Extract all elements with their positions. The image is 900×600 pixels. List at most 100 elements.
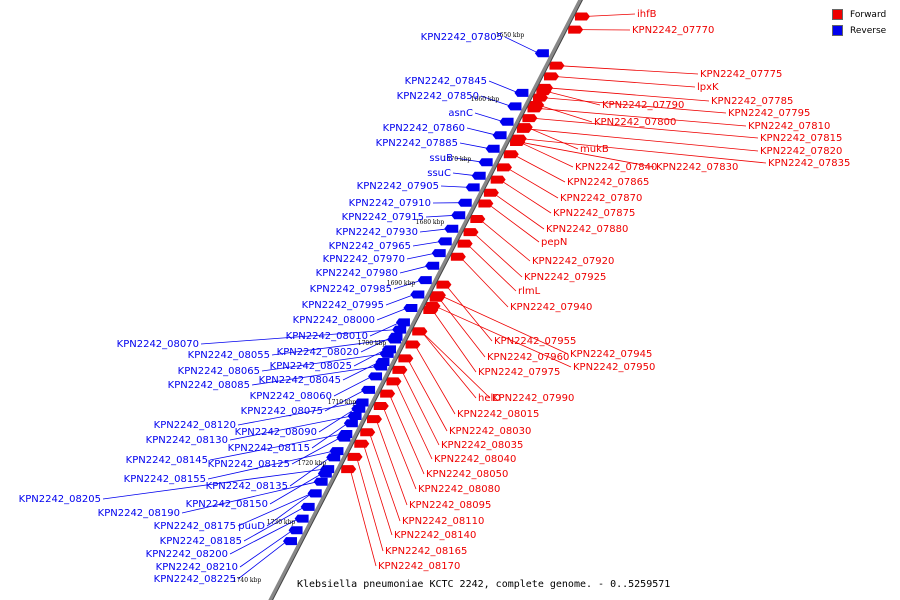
gene-feature-forward — [490, 175, 506, 184]
gene-label-reverse: KPN2242_08205 — [19, 494, 101, 505]
connector-forward — [505, 167, 559, 199]
gene-feature-reverse — [343, 419, 358, 428]
connector-forward — [538, 104, 593, 123]
gene-feature-forward — [510, 137, 526, 146]
gene-feature-forward — [380, 389, 396, 398]
connector-forward — [558, 65, 699, 75]
gene-label-forward: KPN2242_07975 — [478, 367, 560, 378]
gene-label-reverse: puuD — [238, 521, 265, 532]
gene-label-reverse: asnC — [448, 108, 473, 119]
label-connectors — [102, 13, 767, 580]
gene-label-forward: KPN2242_08095 — [409, 500, 491, 511]
connector-forward — [472, 231, 523, 278]
connector-reverse — [229, 518, 299, 555]
genome-backbone — [268, 0, 583, 600]
gene-label-forward: mukB — [580, 144, 609, 155]
connector-forward — [434, 305, 572, 368]
gene-feature-reverse — [425, 261, 440, 270]
connector-reverse — [237, 540, 288, 580]
connector-reverse — [333, 376, 373, 397]
reverse-swatch — [832, 25, 843, 36]
gene-feature-reverse — [326, 453, 341, 462]
gene-feature-forward — [412, 327, 428, 336]
gene-label-reverse: KPN2242_07915 — [342, 212, 424, 223]
scale-tick-label: 1730 kbp — [267, 519, 296, 526]
gene-feature-forward — [543, 72, 559, 81]
gene-feature-forward — [423, 306, 439, 315]
connector-reverse — [229, 415, 352, 441]
gene-label-reverse: KPN2242_07930 — [336, 227, 418, 238]
connector-reverse — [369, 322, 401, 337]
legend-forward-label: Forward — [850, 9, 887, 20]
gene-label-reverse: KPN2242_07995 — [302, 300, 384, 311]
gene-label-reverse: KPN2242_08175 — [154, 521, 236, 532]
gene-label-reverse: ssuC — [427, 168, 451, 179]
scale-tick-label: 1720 kbp — [298, 460, 327, 467]
gene-label-forward: KPN2242_07835 — [768, 158, 850, 169]
gene-feature-forward — [429, 293, 445, 302]
scale-tick-label: 1740 kbp — [233, 577, 262, 584]
connector-forward — [421, 331, 491, 399]
connector-reverse — [269, 473, 323, 505]
connector-reverse — [459, 142, 490, 150]
connector-reverse — [412, 241, 442, 247]
gene-label-reverse: KPN2242_08070 — [117, 339, 199, 350]
connector-reverse — [504, 36, 540, 54]
gene-feature-forward — [568, 25, 584, 34]
gene-label-forward: KPN2242_08165 — [385, 546, 467, 557]
connector-forward — [395, 381, 433, 460]
gene-label-forward: KPN2242_07990 — [492, 393, 574, 404]
gene-label-forward: KPN2242_07960 — [487, 352, 569, 363]
gene-feature-forward — [450, 252, 466, 261]
scale-tick-label: 1710 kbp — [328, 399, 357, 406]
gene-feature-reverse — [507, 102, 522, 111]
gene-label-reverse: KPN2242_08200 — [146, 549, 228, 560]
gene-label-forward: KPN2242_07940 — [510, 302, 592, 313]
connector-forward — [525, 128, 759, 152]
gene-label-forward: KPN2242_07820 — [760, 146, 842, 157]
gene-label-reverse: KPN2242_07905 — [357, 181, 439, 192]
gene-feature-forward — [536, 87, 552, 96]
gene-feature-forward — [392, 365, 408, 374]
gene-label-forward: KPN2242_08110 — [402, 516, 484, 527]
gene-label-reverse: ssuB — [429, 153, 453, 164]
gene-label-reverse: KPN2242_08090 — [235, 427, 317, 438]
connector-forward — [541, 97, 727, 114]
gene-label-reverse: KPN2242_08075 — [241, 406, 323, 417]
gene-feature-forward — [436, 280, 452, 289]
gene-feature-reverse — [375, 358, 390, 366]
gene-feature-reverse — [307, 489, 322, 498]
connector-reverse — [393, 279, 422, 290]
gene-features — [282, 12, 590, 546]
gene-feature-reverse — [534, 49, 549, 58]
gene-label-forward: KPN2242_07955 — [494, 336, 576, 347]
connector-reverse — [209, 433, 343, 461]
gene-label-forward: KPN2242_08015 — [457, 409, 539, 420]
connector-forward — [414, 344, 456, 415]
connector-reverse — [385, 294, 415, 306]
scale-tick-label: 1700 kbp — [358, 340, 387, 347]
gene-label-reverse: KPN2242_08010 — [286, 331, 368, 342]
gene-feature-forward — [483, 188, 499, 197]
connector-forward — [362, 443, 393, 536]
gene-feature-reverse — [431, 249, 446, 258]
gene-label-forward: KPN2242_07875 — [553, 208, 635, 219]
gene-label-reverse: KPN2242_07970 — [323, 254, 405, 265]
gene-feature-reverse — [388, 332, 403, 341]
gene-label-reverse: KPN2242_08045 — [259, 375, 341, 386]
connector-reverse — [237, 493, 312, 527]
connector-forward — [531, 117, 759, 139]
connector-reverse — [200, 329, 397, 345]
gene-label-forward: KPN2242_07865 — [567, 177, 649, 188]
gene-feature-reverse — [471, 171, 486, 180]
gene-label-forward: KPN2242_07830 — [656, 162, 738, 173]
connector-reverse — [440, 185, 470, 188]
gene-feature-forward — [517, 123, 533, 132]
gene-feature-reverse — [499, 117, 514, 126]
connector-reverse — [271, 339, 392, 356]
gene-feature-reverse — [329, 447, 344, 456]
connector-reverse — [488, 80, 519, 94]
connector-reverse — [353, 349, 387, 367]
gene-feature-reverse — [300, 502, 315, 511]
connector-forward — [406, 358, 448, 432]
